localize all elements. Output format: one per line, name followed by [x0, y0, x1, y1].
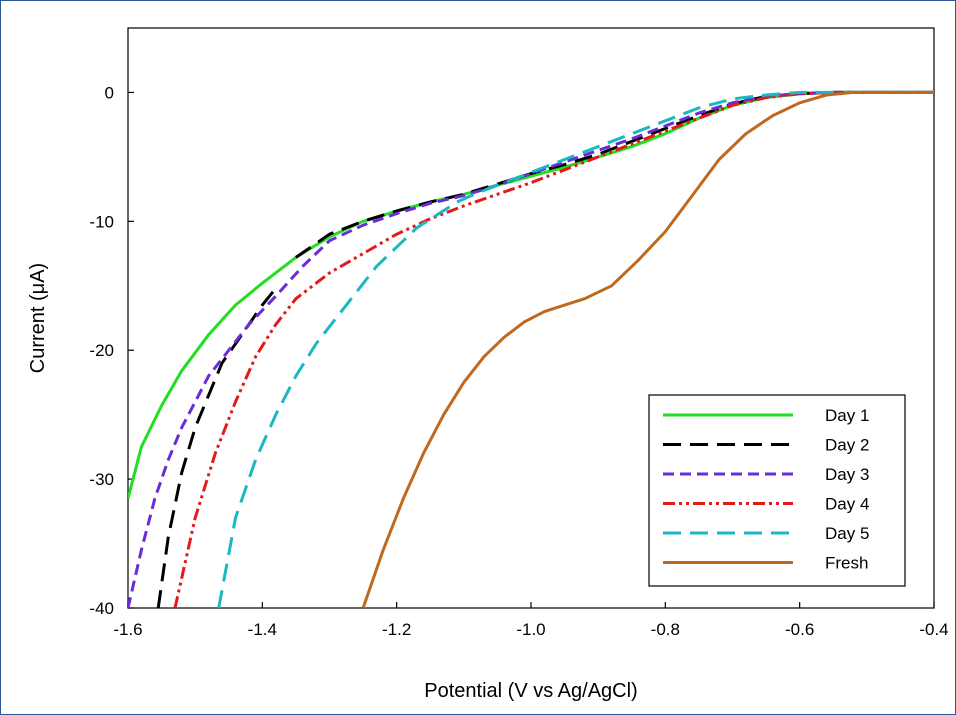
x-tick-label: -1.0	[516, 620, 545, 639]
x-tick-label: -1.2	[382, 620, 411, 639]
y-tick-label: 0	[105, 83, 114, 102]
legend-label: Fresh	[825, 554, 868, 573]
legend-label: Day 4	[825, 495, 869, 514]
legend: Day 1 Day 2 Day 3 Day 4 Day 5 Fresh	[648, 394, 906, 587]
legend-box	[648, 394, 906, 587]
x-tick-label: -1.6	[113, 620, 142, 639]
x-axis-label: Potential (V vs Ag/AgCl)	[424, 680, 637, 702]
legend-label: Day 1	[825, 406, 869, 425]
series-line-day-4	[173, 90, 934, 608]
x-tick-label: -0.6	[785, 620, 814, 639]
x-tick-label: -1.4	[248, 620, 277, 639]
series-line-day-2-upper	[295, 90, 934, 259]
legend-label: Day 5	[825, 524, 869, 543]
series-line-day-2	[156, 287, 277, 608]
legend-label: Day 3	[825, 465, 869, 484]
y-tick-label: -40	[89, 599, 114, 618]
legend-label: Day 2	[825, 436, 869, 455]
x-tick-label: -0.4	[919, 620, 948, 639]
y-tick-label: -20	[89, 341, 114, 360]
series-line-fresh	[361, 90, 934, 608]
y-tick-label: -30	[89, 470, 114, 489]
series-line-day-5	[217, 90, 934, 608]
y-axis-label: Current (μA)	[27, 263, 49, 373]
axis-ticks: -1.6 -1.4 -1.2 -1.0 -0.8 -0.6 -0.4 -40 -30 -20 -10…	[89, 83, 948, 639]
series-layer	[128, 90, 934, 608]
x-tick-label: -0.8	[651, 620, 680, 639]
y-tick-label: -10	[89, 212, 114, 231]
